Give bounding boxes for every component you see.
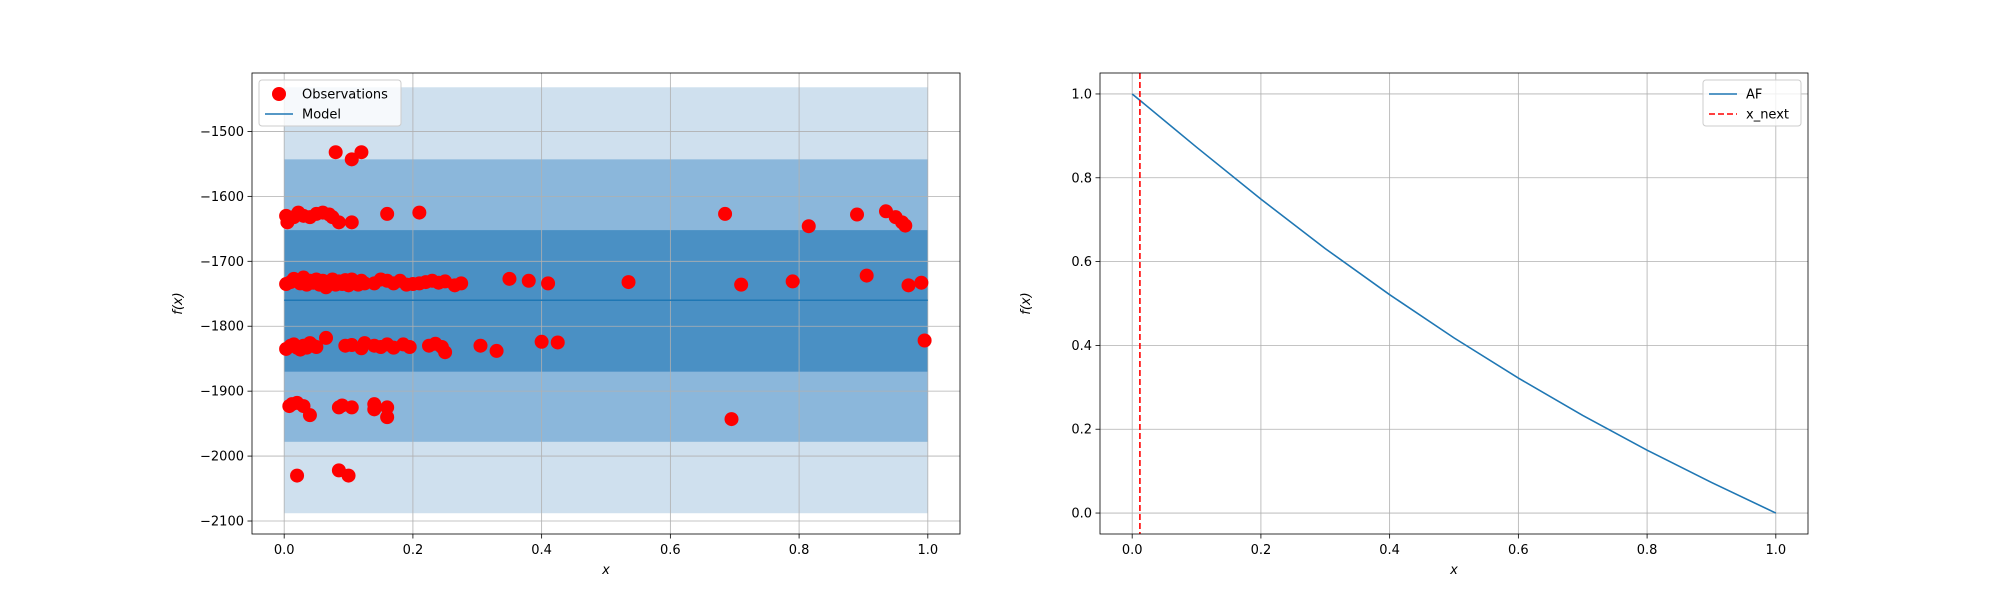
left-y-tick-label: −1800 <box>200 320 244 335</box>
acquisition-function-plot: 0.0 0.2 0.4 0.6 0.8 1.0 0.0 0.2 0.4 0.6 0.8 1.0 x f(x… <box>1019 72 1809 578</box>
observation-point <box>785 274 800 289</box>
left-y-tick-label: −1700 <box>200 255 244 270</box>
right-y-axis-label: f(x) <box>1019 292 1034 314</box>
observation-point <box>724 412 739 427</box>
observation-point <box>344 400 359 415</box>
left-y-tick-label: −1900 <box>200 385 244 400</box>
left-y-tick-label: −2100 <box>200 515 244 530</box>
left-x-axis-label: x <box>601 563 610 578</box>
right-plot-frame <box>1099 72 1809 535</box>
left-plot-frame <box>251 72 961 535</box>
observation-point <box>850 207 865 222</box>
right-x-tick-label: 0.0 <box>1122 543 1143 558</box>
right-y-tick-label: 0.6 <box>1071 255 1092 270</box>
right-y-tick-label: 1.0 <box>1071 87 1092 102</box>
right-x-tick-label: 0.8 <box>1637 543 1658 558</box>
left-y-axis-label: f(x) <box>171 292 186 314</box>
observation-point <box>357 276 372 291</box>
observation-point <box>380 400 395 415</box>
observation-point <box>328 145 343 160</box>
right-y-tick-label: 0.4 <box>1071 339 1092 354</box>
left-x-tick-label: 0.4 <box>531 543 552 558</box>
observation-point <box>859 268 874 283</box>
observation-point <box>341 468 356 483</box>
observation-point <box>402 340 417 355</box>
legend-x-next-label: x_next <box>1746 108 1789 123</box>
observation-point <box>502 271 517 286</box>
observations-model-plot: 0.0 0.2 0.4 0.6 0.8 1.0 −2100 −2000 −1900 −1800 −1… <box>171 72 961 578</box>
observation-point <box>718 206 733 221</box>
observation-point <box>917 333 932 348</box>
observation-point <box>734 277 749 292</box>
observation-point <box>380 206 395 221</box>
observation-point <box>380 410 395 425</box>
right-x-axis-label: x <box>1449 563 1458 578</box>
right-grid <box>1100 73 1808 534</box>
af-line <box>1131 93 1777 514</box>
observation-point <box>621 275 636 290</box>
right-x-tick-label: 0.2 <box>1251 543 1272 558</box>
legend-model-label: Model <box>302 108 341 123</box>
left-x-tick-label: 0.8 <box>789 543 810 558</box>
observation-point <box>412 205 427 220</box>
observation-point <box>801 219 816 234</box>
observation-point <box>331 215 346 230</box>
left-x-tick-label: 1.0 <box>917 543 938 558</box>
left-y-tick-label: −1600 <box>200 190 244 205</box>
legend-box <box>258 79 402 127</box>
legend-af-label: AF <box>1746 88 1762 103</box>
observation-point <box>473 338 488 353</box>
right-y-tick-label: 0.2 <box>1071 423 1092 438</box>
left-legend: Observations Model <box>258 79 402 127</box>
observation-point <box>454 276 469 291</box>
left-y-tick-label: −2000 <box>200 450 244 465</box>
right-y-tick-label: 0.0 <box>1071 507 1092 522</box>
right-x-tick-label: 1.0 <box>1765 543 1786 558</box>
observations <box>279 145 932 483</box>
observation-point <box>319 330 334 345</box>
right-ticks: 0.0 0.2 0.4 0.6 0.8 1.0 0.0 0.2 0.4 0.6 0.8 1.0 <box>1071 87 1786 558</box>
left-x-tick-label: 0.0 <box>274 543 295 558</box>
observation-point <box>367 402 382 417</box>
legend-observations-marker <box>272 87 286 101</box>
observation-point <box>550 335 565 350</box>
right-legend: AF x_next <box>1702 79 1802 127</box>
left-x-tick-label: 0.2 <box>403 543 424 558</box>
left-y-tick-label: −1500 <box>200 125 244 140</box>
right-y-tick-label: 0.8 <box>1071 171 1092 186</box>
left-grid <box>252 73 960 534</box>
observation-point <box>914 275 929 290</box>
observation-point <box>901 278 916 293</box>
observation-point <box>309 340 324 355</box>
right-x-tick-label: 0.4 <box>1379 543 1400 558</box>
observation-point <box>354 145 369 160</box>
observation-point <box>534 334 549 349</box>
observation-point <box>438 345 453 360</box>
observation-point <box>521 273 536 288</box>
observation-point <box>541 276 556 291</box>
observation-point <box>898 218 913 233</box>
observation-point <box>489 343 504 358</box>
observation-point <box>290 468 305 483</box>
right-x-tick-label: 0.6 <box>1508 543 1529 558</box>
left-ticks: 0.0 0.2 0.4 0.6 0.8 1.0 −2100 −2000 −1900 −1800 −1… <box>200 125 938 558</box>
observation-point <box>344 152 359 167</box>
legend-observations-label: Observations <box>302 88 388 103</box>
observation-point <box>344 215 359 230</box>
left-x-tick-label: 0.6 <box>660 543 681 558</box>
observation-point <box>302 408 317 423</box>
